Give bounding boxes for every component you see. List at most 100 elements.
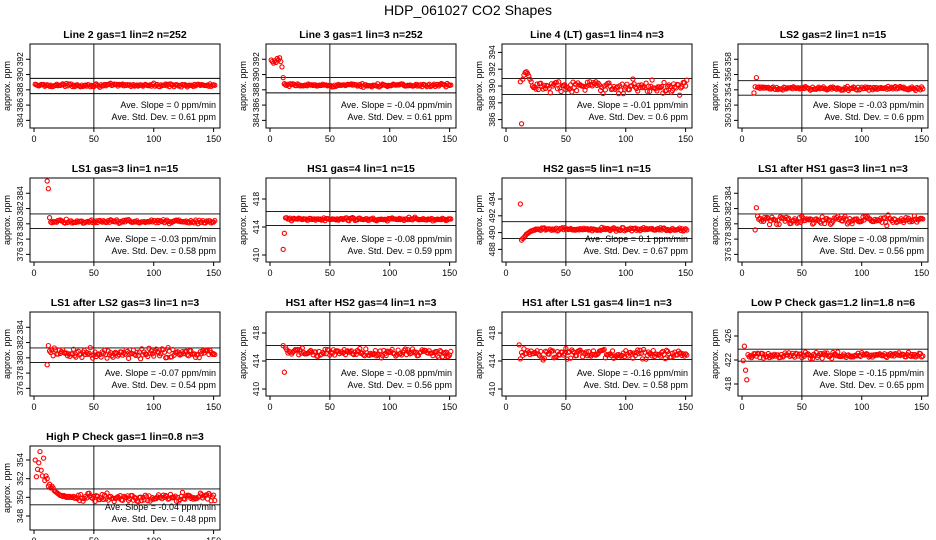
x-tick-label: 150: [678, 268, 693, 278]
y-tick-label: 410: [251, 382, 261, 396]
x-tick-label: 150: [914, 268, 929, 278]
slope-annotation: Ave. Slope = -0.01 ppm/min: [577, 100, 688, 110]
data-point: [649, 77, 655, 83]
panel-title: Line 4 (LT) gas=1 lin=4 n=3: [530, 29, 664, 41]
panel-title: Line 2 gas=1 lin=2 n=252: [63, 29, 187, 41]
std-annotation: Ave. Std. Dev. = 0.58 ppm: [112, 246, 216, 256]
data-point: [814, 85, 821, 91]
x-tick-label: 100: [618, 402, 633, 412]
x-tick-label: 50: [89, 402, 99, 412]
std-annotation: Ave. Std. Dev. = 0.54 ppm: [112, 380, 216, 390]
x-tick-label: 50: [325, 402, 335, 412]
data-point: [74, 218, 80, 224]
data-point: [842, 213, 848, 220]
data-point: [281, 230, 288, 236]
data-point: [63, 350, 69, 356]
x-tick-label: 100: [854, 268, 869, 278]
x-tick-label: 50: [561, 134, 571, 144]
y-axis-label: approx. ppm: [710, 195, 720, 245]
x-tick-label: 150: [442, 268, 457, 278]
data-point: [183, 82, 189, 89]
data-point: [50, 485, 56, 491]
data-point: [744, 377, 750, 383]
y-tick-label: 384: [15, 113, 25, 127]
data-point: [357, 345, 363, 352]
data-point: [657, 84, 664, 91]
y-tick-label: 410: [487, 382, 497, 396]
panel-title: LS1 gas=3 lin=1 n=15: [72, 163, 179, 175]
data-point: [38, 467, 44, 473]
y-tick-label: 410: [251, 248, 261, 262]
data-point: [678, 85, 684, 91]
data-point: [430, 352, 436, 359]
data-point: [44, 476, 50, 482]
data-point: [547, 90, 553, 96]
x-tick-label: 0: [739, 134, 744, 144]
x-tick-label: 150: [914, 134, 929, 144]
y-tick-label: 348: [15, 509, 25, 523]
y-tick-label: 388: [487, 95, 497, 109]
x-tick-label: 150: [442, 402, 457, 412]
figure-title: HDP_061027 CO2 Shapes: [383, 2, 553, 18]
data-point: [631, 350, 637, 356]
data-point: [448, 216, 454, 222]
plot-frame: [737, 177, 929, 263]
data-point: [627, 225, 634, 231]
y-tick-label: 392: [15, 52, 25, 66]
data-point: [112, 349, 119, 356]
data-point: [823, 86, 829, 92]
data-point: [895, 219, 901, 225]
data-point: [554, 85, 561, 92]
data-point: [334, 82, 340, 88]
y-axis-label: approx. ppm: [2, 195, 12, 245]
data-point: [212, 497, 218, 504]
y-tick-label: 380: [15, 216, 25, 230]
data-point: [182, 219, 188, 225]
y-tick-label: 426: [723, 329, 733, 343]
data-point: [573, 87, 580, 94]
data-point: [145, 353, 151, 360]
data-point: [912, 216, 919, 222]
x-tick-label: 100: [146, 402, 161, 412]
data-point: [753, 74, 760, 81]
data-point: [160, 346, 166, 353]
y-tick-label: 422: [723, 353, 733, 367]
data-point: [134, 82, 140, 88]
y-tick-label: 414: [251, 354, 261, 368]
panel-title: Low P Check gas=1.2 lin=1.8 n=6: [751, 297, 915, 309]
data-point: [99, 491, 105, 498]
x-tick-label: 0: [267, 134, 272, 144]
y-tick-label: 384: [15, 186, 25, 200]
y-tick-label: 384: [723, 186, 733, 200]
data-point: [584, 79, 591, 85]
data-point: [684, 352, 690, 358]
data-point: [448, 82, 454, 88]
std-annotation: Ave. Std. Dev. = 0.61 ppm: [112, 112, 216, 122]
data-point: [37, 448, 43, 455]
data-point: [661, 79, 667, 86]
data-point: [342, 351, 349, 358]
data-point: [684, 227, 690, 233]
data-point: [32, 457, 38, 463]
y-tick-label: 382: [723, 201, 733, 215]
data-point: [411, 349, 417, 355]
data-point: [163, 218, 169, 224]
data-point: [821, 220, 828, 227]
y-tick-label: 418: [723, 377, 733, 391]
data-point: [609, 348, 616, 354]
y-tick-label: 352: [15, 471, 25, 485]
data-point: [553, 79, 559, 86]
data-point: [434, 353, 441, 359]
plot-frame: [29, 43, 221, 129]
data-point: [171, 494, 177, 501]
data-point: [62, 83, 68, 90]
data-point: [681, 227, 688, 233]
data-point: [36, 460, 42, 466]
panel: LS1 after HS1 gas=3 lin=1 n=3 approx. ppm…: [710, 163, 929, 278]
x-tick-label: 100: [618, 134, 633, 144]
data-point: [881, 215, 888, 221]
data-point: [516, 342, 522, 348]
slope-annotation: Ave. Slope = -0.08 ppm/min: [341, 234, 452, 244]
